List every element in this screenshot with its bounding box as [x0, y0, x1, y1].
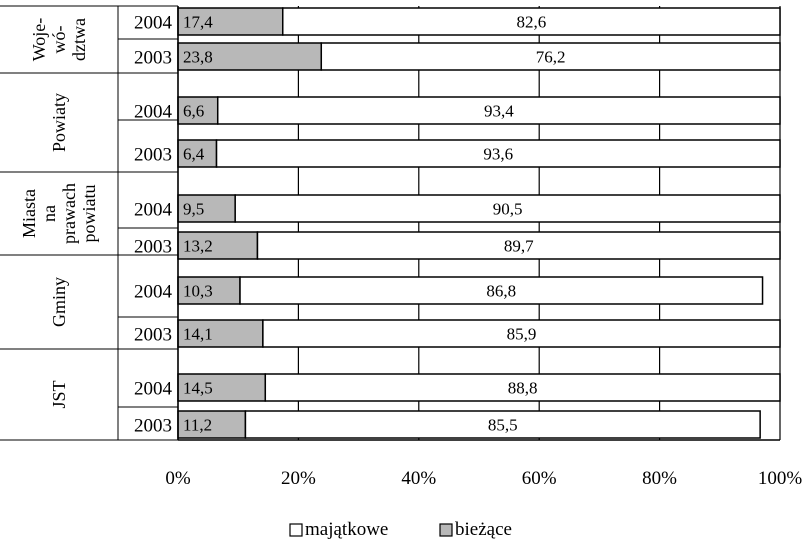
x-tick-label: 40% — [401, 468, 436, 489]
data-label-majatkowe: 86,8 — [486, 282, 516, 301]
legend-swatch — [439, 523, 453, 537]
group-label-line: Miasta — [19, 189, 39, 238]
data-label-biezace: 6,4 — [183, 145, 205, 164]
group-label-line: Woje- — [29, 18, 49, 62]
x-tick-label: 0% — [165, 468, 191, 489]
data-label-majatkowe: 85,5 — [488, 416, 518, 435]
group-label-line: JST — [49, 380, 69, 408]
bar-biezace — [177, 373, 267, 402]
bar-majatkowe — [215, 139, 781, 168]
data-label-biezace: 13,2 — [183, 237, 213, 256]
data-label-majatkowe: 90,5 — [493, 200, 523, 219]
group-label: JST — [49, 380, 69, 408]
data-label-biezace: 14,5 — [183, 379, 213, 398]
y-axis: 2004 2003 2004 2003 2004 2003 2004 2003 2004 2003… — [0, 5, 179, 441]
x-tick-label: 100% — [758, 468, 802, 489]
year-label: 2003 — [134, 416, 172, 437]
group-label-line: powiatu — [79, 185, 99, 243]
group-label-line: wó- — [49, 26, 69, 54]
group-label: Powiaty — [49, 93, 69, 152]
year-label: 2004 — [134, 200, 173, 221]
data-label-majatkowe: 89,7 — [504, 237, 534, 256]
bar-majatkowe — [216, 96, 781, 125]
legend-swatch — [289, 523, 303, 537]
data-label-biezace: 14,1 — [183, 325, 213, 344]
data-label-majatkowe: 85,9 — [507, 325, 537, 344]
group-label-line: prawach — [59, 183, 79, 244]
bar-biezace — [177, 7, 284, 36]
year-label: 2004 — [134, 13, 173, 34]
bar-biezace — [177, 194, 236, 223]
year-label: 2004 — [134, 102, 173, 123]
bars: 17,4 82,6 23,8 76,2 6,6 93,4 6,4 93,6 9,5 90,5 13,… — [177, 7, 781, 439]
data-label-biezace: 23,8 — [183, 48, 213, 67]
x-axis: 0% 20% 40% 60% 80% 100% — [165, 439, 802, 489]
group-label-line: dztwa — [69, 18, 89, 61]
data-label-majatkowe: 93,6 — [483, 145, 513, 164]
data-label-biezace: 10,3 — [183, 282, 213, 301]
x-tick-label: 80% — [642, 468, 677, 489]
legend-label: bieżące — [455, 519, 512, 540]
group-label: Gminy — [49, 277, 69, 327]
data-label-majatkowe: 82,6 — [516, 13, 546, 32]
legend: majątkowe bieżące — [289, 519, 512, 540]
data-label-majatkowe: 88,8 — [508, 379, 538, 398]
data-label-majatkowe: 76,2 — [536, 48, 566, 67]
bar-majatkowe — [281, 7, 781, 36]
data-label-majatkowe: 93,4 — [484, 102, 514, 121]
year-label: 2003 — [134, 145, 172, 166]
bar-majatkowe — [262, 319, 781, 348]
x-tick-label: 60% — [522, 468, 557, 489]
year-label: 2003 — [134, 237, 172, 258]
legend-label: majątkowe — [305, 519, 388, 540]
year-label: 2003 — [134, 48, 172, 69]
data-label-biezace: 17,4 — [183, 13, 213, 32]
bar-majatkowe — [320, 42, 781, 71]
bar-majatkowe — [244, 410, 761, 439]
data-label-biezace: 9,5 — [183, 200, 204, 219]
bar-majatkowe — [239, 276, 764, 305]
bar-biezace — [177, 231, 259, 260]
year-label: 2004 — [134, 379, 173, 400]
year-label: 2003 — [134, 325, 172, 346]
year-label: 2004 — [134, 282, 173, 303]
bar-majatkowe — [256, 231, 781, 260]
data-label-biezace: 6,6 — [183, 102, 204, 121]
bar-majatkowe — [234, 194, 781, 223]
data-label-biezace: 11,2 — [183, 416, 212, 435]
group-label-line: Gminy — [49, 277, 69, 327]
group-label-line: na — [39, 205, 59, 222]
group-label: Woje-wó-dztwa — [29, 18, 89, 62]
group-label-line: Powiaty — [49, 93, 69, 152]
x-tick-label: 20% — [281, 468, 316, 489]
group-label: Miasta na prawach powiatu — [19, 183, 99, 244]
bar-majatkowe — [264, 373, 781, 402]
